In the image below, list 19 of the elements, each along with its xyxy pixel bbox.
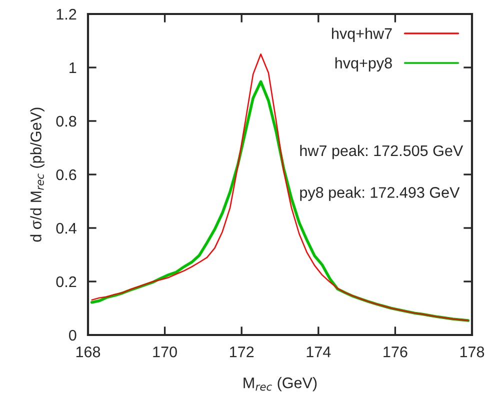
x-tick-label: 170 — [153, 346, 177, 358]
y-tick-label: 0.2 — [56, 276, 76, 288]
legend-label: hvq+hw7 — [332, 28, 392, 42]
y-tick-label: 1.2 — [56, 8, 76, 20]
y-tick-label: 0 — [68, 330, 76, 341]
x-tick-label: 174 — [306, 346, 331, 358]
x-axis-title: M$_{rec}$ (GeV) — [244, 377, 317, 392]
y-tick-label: 1 — [70, 62, 76, 74]
x-tick-label: 178 — [460, 346, 484, 358]
annotation: hw7 peak: 172.505 GeV — [300, 144, 464, 160]
legend-label: hvq+py8 — [335, 57, 392, 72]
x-tick-label: 172 — [230, 346, 254, 358]
y-axis-title: d σ/d M$_{rec}$ (pb/GeV) — [30, 108, 44, 242]
x-tick-label: 168 — [76, 346, 100, 358]
y-tick-label: 0.6 — [56, 169, 76, 180]
y-tick-label: 0.4 — [56, 222, 76, 234]
x-tick-label: 176 — [384, 346, 408, 358]
y-tick-label: 0.8 — [56, 116, 76, 127]
annotation: py8 peak: 172.493 GeV — [300, 186, 460, 201]
